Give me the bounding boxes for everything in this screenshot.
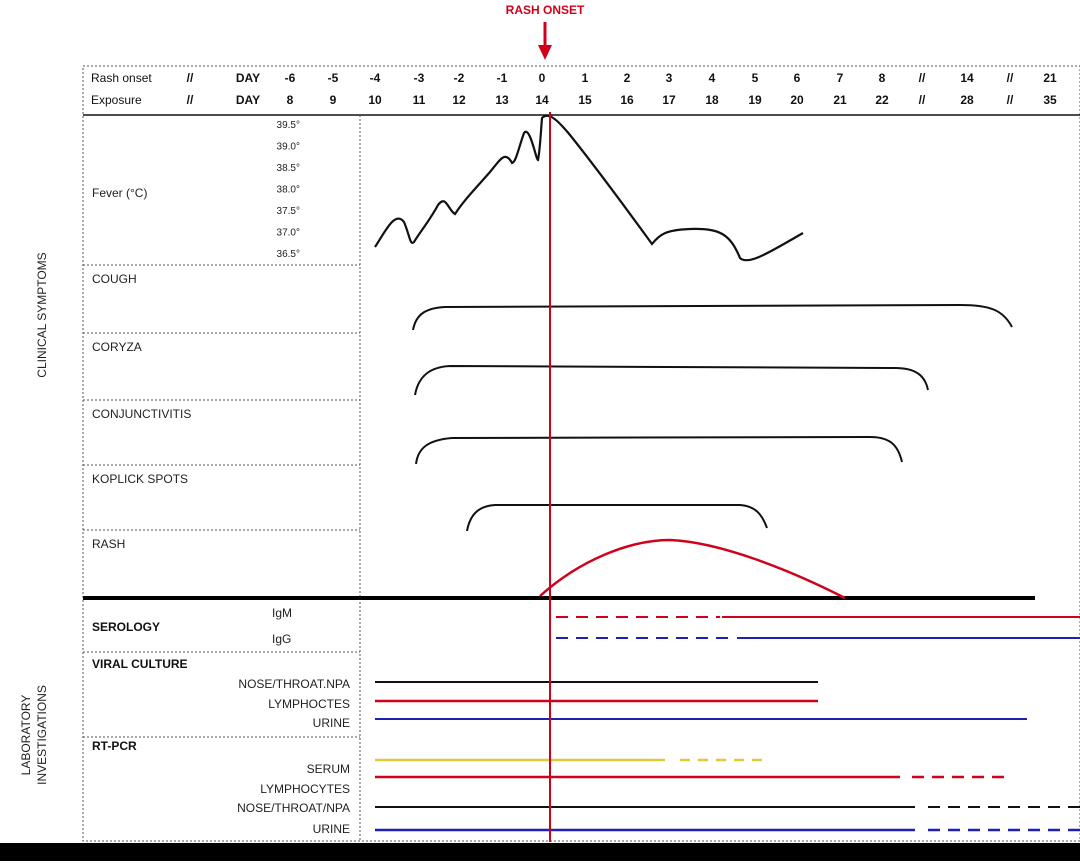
header-exposure-day-4: 10 xyxy=(368,93,382,107)
diagram-frame xyxy=(82,65,1080,842)
header-rash-day-20: 21 xyxy=(1043,71,1057,85)
header-rash-day-14: 6 xyxy=(794,71,801,85)
header-exposure-day-13: 19 xyxy=(748,93,762,107)
header-rash-day-18: 14 xyxy=(960,71,974,85)
rtpcr-lymphocytes-label: LYMPHOCYTES xyxy=(260,782,350,796)
fever-tick-6: 36.5° xyxy=(277,249,300,260)
clinical-symptoms-side-label: CLINICAL SYMPTOMS xyxy=(35,252,49,377)
bottom-band xyxy=(0,843,1080,861)
header-rash-day-11: 3 xyxy=(666,71,673,85)
rtpcr-label: RT-PCR xyxy=(92,739,137,753)
header-rash-day-17: // xyxy=(919,71,926,85)
fever-tick-0: 39.5° xyxy=(277,120,300,131)
fever-label: Fever (°C) xyxy=(92,186,147,200)
header-exposure-day-16: 22 xyxy=(875,93,889,107)
rash-onset-row-label: Rash onset xyxy=(91,71,152,85)
header-exposure-day-7: 13 xyxy=(495,93,509,107)
exposure-row-label: Exposure xyxy=(91,93,142,107)
header-rash-day-19: // xyxy=(1007,71,1014,85)
header-rash-day-15: 7 xyxy=(837,71,844,85)
header-rash-day-3: -5 xyxy=(328,71,339,85)
header-exposure-day-12: 18 xyxy=(705,93,719,107)
header-exposure-day-15: 21 xyxy=(833,93,847,107)
header-rash-day-10: 2 xyxy=(624,71,631,85)
vc-urine-label: URINE xyxy=(313,716,350,730)
fever-tick-2: 38.5° xyxy=(277,163,300,174)
header-exposure-day-19: // xyxy=(1007,93,1014,107)
fever-tick-1: 39.0° xyxy=(277,142,300,153)
coryza-duration-bar xyxy=(414,364,929,396)
header-exposure-day-6: 12 xyxy=(452,93,466,107)
lab-side-label-line1: LABORATORY xyxy=(19,695,33,776)
viral-culture-label: VIRAL CULTURE xyxy=(92,657,188,671)
header-rash-day-0: // xyxy=(187,71,194,85)
rtpcr-nose-throat-label: NOSE/THROAT/NPA xyxy=(237,801,350,815)
header-exposure-day-14: 20 xyxy=(790,93,804,107)
header-exposure-day-2: 8 xyxy=(287,93,294,107)
header-rash-day-9: 1 xyxy=(582,71,589,85)
rtpcr-serum-label: SERUM xyxy=(307,762,350,776)
fever-tick-4: 37.5° xyxy=(277,206,300,217)
symptom-label-coryza: CORYZA xyxy=(92,340,142,354)
symptom-label-rash: RASH xyxy=(92,537,125,551)
header-exposure-day-0: // xyxy=(187,93,194,107)
header-rash-day-8: 0 xyxy=(539,71,546,85)
symptom-label-conjunctivitis: CONJUNCTIVITIS xyxy=(92,407,191,421)
rash-curve xyxy=(539,538,846,600)
header-exposure-day-9: 15 xyxy=(578,93,592,107)
header-exposure-day-20: 35 xyxy=(1043,93,1057,107)
fever-tick-3: 38.0° xyxy=(277,185,300,196)
header-exposure-day-5: 11 xyxy=(413,93,426,107)
header-exposure-day-1: DAY xyxy=(236,93,260,107)
header-exposure-day-3: 9 xyxy=(330,93,337,107)
fever-tick-5: 37.0° xyxy=(277,228,300,239)
lab-side-label-line2: INVESTIGATIONS xyxy=(35,685,49,785)
igm-label: IgM xyxy=(272,606,292,620)
header-exposure-day-17: // xyxy=(919,93,926,107)
koplick-spots-duration-bar xyxy=(466,504,768,532)
header-rash-day-2: -6 xyxy=(285,71,296,85)
serology-label: SEROLOGY xyxy=(92,620,160,634)
header-rash-day-5: -3 xyxy=(414,71,425,85)
header-rash-day-13: 5 xyxy=(752,71,759,85)
vc-nose-throat-label: NOSE/THROAT.NPA xyxy=(238,677,350,691)
header-exposure-day-8: 14 xyxy=(535,93,549,107)
conjunctivitis-duration-bar xyxy=(415,435,903,465)
cough-duration-bar xyxy=(412,303,1013,331)
rash-onset-title: RASH ONSET xyxy=(506,3,585,17)
fever-ticks: 39.5° 39.0° 38.5° 38.0° 37.5° 37.0° 36.5° xyxy=(277,120,300,260)
header-rash-day-6: -2 xyxy=(454,71,465,85)
header-rash-day-4: -4 xyxy=(370,71,381,85)
header-exposure-day-18: 28 xyxy=(960,93,974,107)
symptom-label-koplick-spots: KOPLICK SPOTS xyxy=(92,472,188,486)
header-exposure-day-11: 17 xyxy=(662,93,676,107)
header-rash-day-12: 4 xyxy=(709,71,716,85)
fever-curve xyxy=(374,114,804,262)
header-rash-day-16: 8 xyxy=(879,71,886,85)
header-columns: ////DAYDAY-68-59-410-311-212-11301411521… xyxy=(187,71,1057,107)
header-rash-day-7: -1 xyxy=(497,71,508,85)
rash-onset-arrow xyxy=(538,22,552,60)
vc-lymphoctes-label: LYMPHOCTES xyxy=(268,697,350,711)
rtpcr-urine-label: URINE xyxy=(313,822,350,836)
igg-label: IgG xyxy=(272,632,291,646)
header-exposure-day-10: 16 xyxy=(620,93,634,107)
header-rash-day-1: DAY xyxy=(236,71,260,85)
symptom-label-cough: COUGH xyxy=(92,272,137,286)
